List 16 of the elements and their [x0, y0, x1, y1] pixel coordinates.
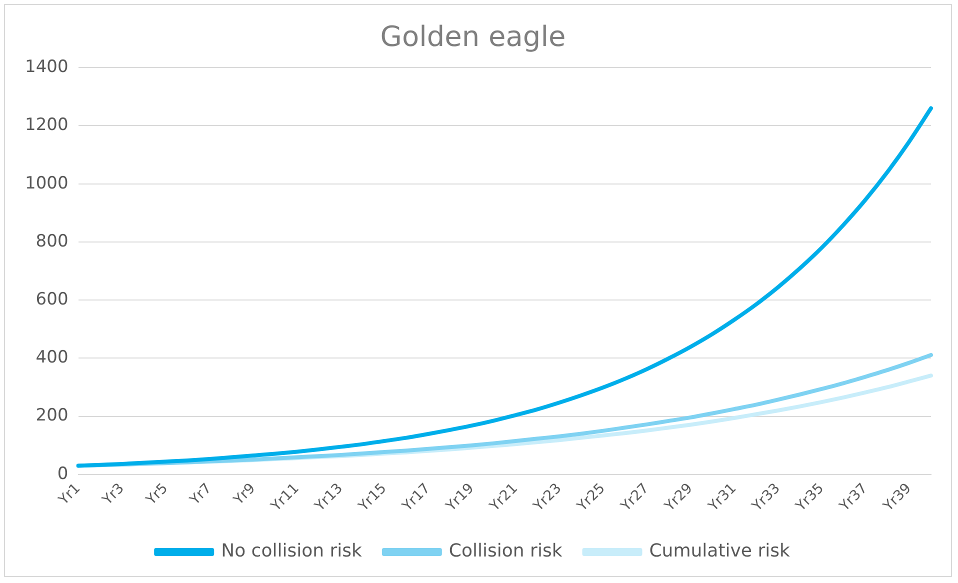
- y-tick-label: 200: [36, 406, 68, 426]
- y-tick-label: 1400: [25, 57, 68, 78]
- line-series: [76, 106, 933, 468]
- legend-label: Cumulative risk: [649, 540, 790, 562]
- legend-label: Collision risk: [448, 540, 563, 562]
- y-tick-label: 1000: [25, 173, 68, 194]
- x-tick-label: Yr3: [98, 480, 128, 509]
- x-tick-label: Yr9: [230, 480, 259, 509]
- x-tick-label: Yr7: [186, 480, 215, 509]
- x-tick-label: Yr5: [142, 480, 172, 509]
- legend-label: No collision risk: [221, 540, 363, 562]
- y-tick-label: 1200: [25, 115, 68, 136]
- y-tick-label: 800: [36, 231, 68, 252]
- y-tick-label: 400: [36, 348, 68, 368]
- y-tick-label: 600: [36, 289, 68, 310]
- chart-title: Golden eagle: [380, 20, 566, 54]
